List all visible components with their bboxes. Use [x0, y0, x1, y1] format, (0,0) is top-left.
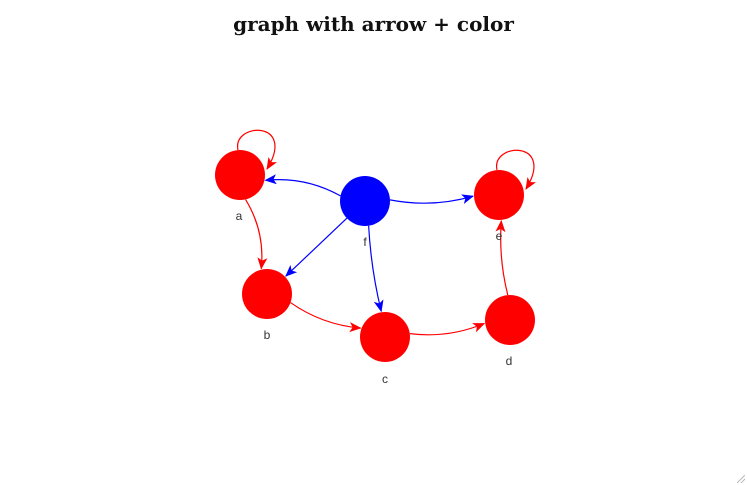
edge-d-e [495, 219, 509, 296]
node-label-d: d [506, 354, 513, 368]
edge-c-d [409, 322, 486, 336]
graph-title: graph with arrow + color [233, 12, 514, 36]
node-label-b: b [264, 328, 271, 342]
edge-layer [237, 129, 537, 336]
edge-f-a [264, 174, 341, 197]
edge-f-e [389, 194, 474, 205]
node-a[interactable] [215, 150, 265, 200]
node-label-f: f [363, 235, 367, 249]
resize-grip-icon[interactable] [737, 475, 745, 483]
node-b[interactable] [242, 269, 292, 319]
edge-b-c [290, 302, 362, 333]
node-layer: a b c d e f [215, 150, 535, 386]
node-label-c: c [382, 372, 388, 386]
node-f[interactable] [340, 176, 390, 226]
edge-f-c [368, 225, 384, 313]
edge-f-b [285, 217, 348, 277]
node-c[interactable] [360, 312, 410, 362]
node-label-e: e [496, 229, 503, 243]
edge-a-b [245, 199, 268, 270]
edge-e-e [496, 149, 537, 190]
edge-a-a [237, 129, 278, 170]
node-e[interactable] [474, 170, 524, 220]
node-d[interactable] [485, 295, 535, 345]
node-label-a: a [236, 209, 243, 223]
